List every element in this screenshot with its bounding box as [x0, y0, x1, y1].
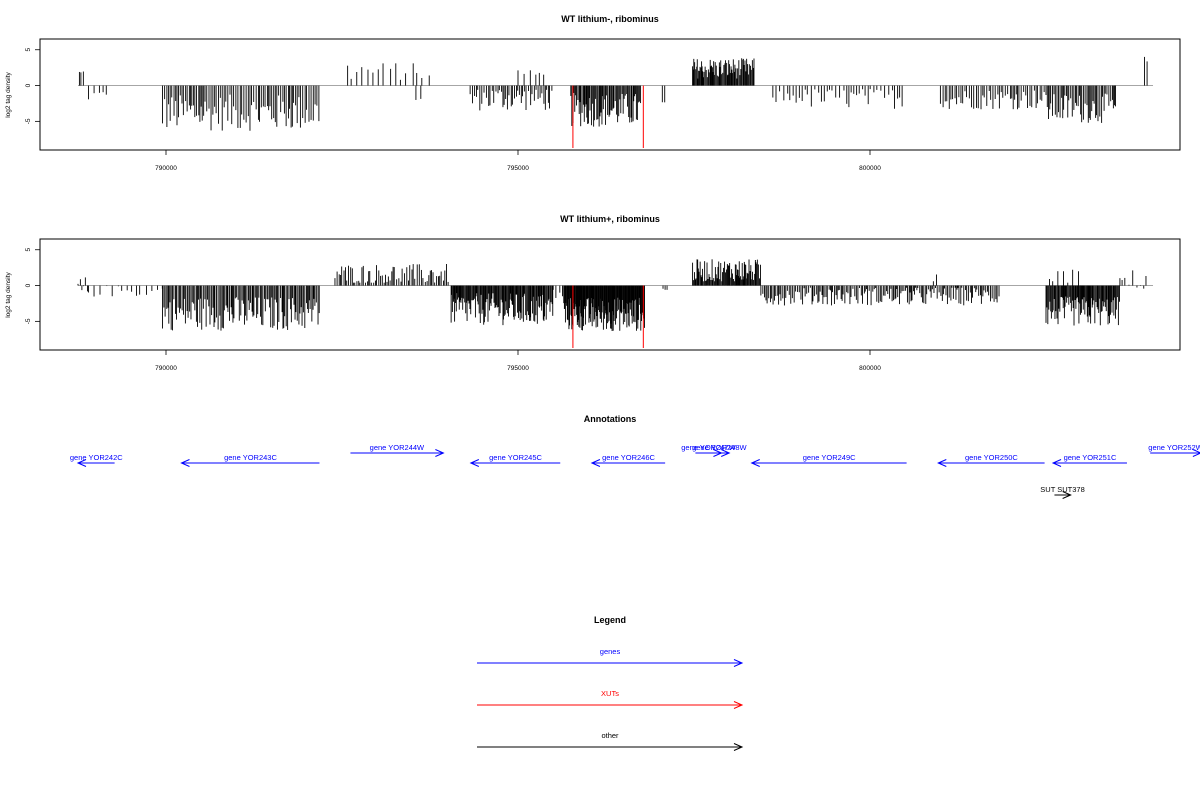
gene-feature-label: gene YOR244W [370, 443, 425, 452]
x-tick-label: 800000 [859, 365, 881, 372]
legend-items: genes XUTs other [477, 647, 744, 751]
gene-feature-label: gene YOR243C [224, 453, 277, 462]
gene-feature: gene YOR248W [692, 443, 748, 457]
gene-feature-arrowhead [1051, 459, 1062, 467]
gene-feature-arrowhead [937, 459, 947, 467]
other-feature: SUT SUT378 [1040, 485, 1085, 499]
gene-feature: gene YOR249C [750, 453, 907, 467]
legend-label: XUTs [601, 689, 619, 698]
legend-item: XUTs [477, 689, 744, 709]
y-tick-label: 0 [25, 83, 32, 87]
gene-feature-label: gene YOR251C [1064, 453, 1117, 462]
gene-feature-label: gene YOR249C [803, 453, 856, 462]
gene-feature-arrowhead [469, 459, 480, 467]
y-tick-label: -5 [25, 118, 32, 124]
gene-feature-label: gene YOR242C [70, 453, 123, 462]
legend-item: genes [477, 647, 744, 667]
track-panel-lithium-plus: WT lithium+, ribominus log2 tag density … [5, 214, 1181, 372]
legend-label: other [601, 731, 619, 740]
gene-feature-label: gene YOR247W [681, 443, 736, 452]
gene-feature: gene YOR251C [1051, 453, 1127, 467]
legend: Legend genes XUTs other [477, 615, 744, 751]
gene-feature-label: gene YOR248W [692, 443, 747, 452]
gene-feature: gene YOR245C [469, 453, 561, 467]
gene-feature: gene YOR252W [1148, 443, 1200, 457]
y-axis: -5 0 5 [25, 48, 41, 124]
legend-item: other [477, 731, 744, 751]
gene-feature-label: gene YOR250C [965, 453, 1018, 462]
coverage-bars [77, 259, 1154, 348]
legend-title: Legend [594, 615, 626, 625]
gene-feature-label: gene YOR252W [1148, 443, 1200, 452]
y-axis-label: log2 tag density [5, 271, 12, 317]
annotations-title: Annotations [584, 414, 637, 424]
panel-title: WT lithium-, ribominus [561, 14, 659, 24]
annotations-track: Annotations gene YOR242C gene YOR243Cgene… [70, 414, 1200, 499]
x-tick-label: 800000 [859, 165, 881, 172]
y-tick-label: 5 [25, 48, 32, 52]
y-tick-label: 0 [25, 283, 32, 287]
legend-arrowhead [733, 701, 744, 709]
y-axis-label: log2 tag density [5, 71, 12, 117]
gene-feature-label: gene YOR245C [489, 453, 542, 462]
gene-feature-arrowhead [750, 459, 760, 467]
gene-feature: gene YOR243C [180, 453, 320, 467]
x-axis: 790000 795000 800000 [155, 350, 881, 372]
gene-feature-arrowhead [435, 449, 445, 457]
y-tick-label: 5 [25, 248, 32, 252]
x-axis: 790000 795000 800000 [155, 150, 881, 172]
gene-feature: gene YOR244W [350, 443, 445, 457]
gene-feature-arrowhead [76, 459, 87, 467]
y-axis: -5 0 5 [25, 248, 41, 324]
gene-feature: gene YOR246C [590, 453, 666, 467]
coverage-bars [78, 56, 1154, 148]
panel-title: WT lithium+, ribominus [560, 214, 660, 224]
x-tick-label: 790000 [155, 165, 177, 172]
gene-feature-arrowhead [590, 459, 601, 467]
x-tick-label: 795000 [507, 165, 529, 172]
legend-arrowhead [733, 743, 744, 751]
x-tick-label: 795000 [507, 365, 529, 372]
legend-label: genes [600, 647, 621, 656]
gene-feature: gene YOR250C [937, 453, 1045, 467]
other-feature-label: SUT SUT378 [1040, 485, 1084, 494]
other-feature-arrowhead [1062, 491, 1072, 499]
legend-arrowhead [733, 659, 744, 667]
gene-feature-arrowhead [720, 449, 731, 457]
x-tick-label: 790000 [155, 365, 177, 372]
annotation-features: gene YOR242C gene YOR243C gene YOR244W gene… [70, 443, 1200, 499]
track-panel-lithium-minus: WT lithium-, ribominus log2 tag density … [5, 14, 1181, 172]
gene-feature: gene YOR242C [70, 453, 123, 467]
y-tick-label: -5 [25, 318, 32, 324]
gene-feature-arrowhead [1192, 449, 1200, 457]
gene-feature-arrowhead [180, 459, 190, 467]
gene-feature-label: gene YOR246C [602, 453, 655, 462]
